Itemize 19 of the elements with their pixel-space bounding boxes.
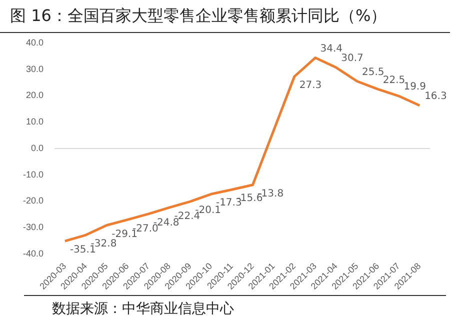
chart-title: 图 16：全国百家大型零售企业零售额累计同比（%）: [0, 0, 450, 33]
y-tick-label: 20.0: [26, 90, 44, 100]
y-tick-label: -10.0: [23, 169, 44, 180]
data-label: -35.1: [70, 244, 96, 256]
data-label: 25.5: [362, 66, 384, 78]
data-label: 19.9: [404, 82, 426, 93]
y-tick-label: 40.0: [26, 37, 44, 48]
source-note: 数据来源：中华商业信息中心: [24, 295, 446, 318]
y-tick-label: 0.0: [31, 142, 44, 153]
y-tick-label: 10.0: [26, 116, 44, 127]
data-label: 27.3: [299, 80, 322, 92]
y-tick-label: -30.0: [23, 222, 44, 232]
data-label: 30.7: [341, 53, 364, 64]
data-label: 22.5: [382, 74, 406, 86]
data-label: 16.3: [424, 91, 447, 102]
data-label: 34.4: [320, 43, 343, 54]
y-tick-label: 30.0: [26, 64, 44, 74]
y-tick-label: -20.0: [23, 196, 44, 206]
y-tick-label: -40.0: [23, 248, 44, 258]
